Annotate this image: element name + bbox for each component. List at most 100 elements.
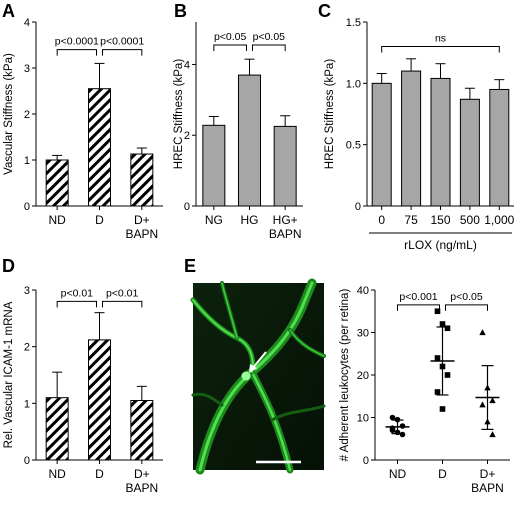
data-point-e — [399, 431, 406, 438]
category-label-c: 75 — [404, 213, 418, 227]
bar-a — [88, 88, 111, 207]
x-axis-label-c: rLOX (ng/mL) — [404, 238, 477, 252]
arrow-head — [249, 364, 257, 373]
data-point-e — [434, 308, 441, 315]
retina-micrograph — [190, 278, 326, 475]
y-tick-label-b: 4 — [184, 59, 190, 71]
data-point-e — [479, 401, 486, 408]
category-label-a: ND — [48, 213, 66, 227]
significance-label-b: p<0.05 — [214, 31, 247, 43]
y-axis-label-e: # Adherent leukocytes (per retina) — [339, 289, 351, 462]
category-label-e: D — [438, 467, 447, 481]
y-tick-label-a: 1 — [24, 155, 30, 167]
data-point-e — [489, 397, 496, 404]
y-axis-label-d: Rel. Vascular ICAM-1 mRNA — [3, 301, 15, 448]
category-label-e: ND — [389, 467, 407, 481]
significance-label-d: p<0.01 — [61, 287, 94, 299]
panel-letter-a: A — [2, 1, 15, 21]
data-point-e — [389, 427, 396, 434]
data-point-e — [479, 329, 486, 336]
y-tick-label-d: 1 — [24, 398, 30, 410]
category-label-b: HG+ BAPN — [269, 213, 302, 241]
y-tick-label-d: 0 — [24, 455, 30, 467]
significance-bracket-e — [397, 304, 440, 311]
y-tick-label-a: 2 — [24, 109, 30, 121]
y-tick-label-e: 30 — [357, 328, 369, 340]
category-label-e: D+ BAPN — [471, 467, 504, 495]
y-axis-label-a: Vascular Stiffness (kPa) — [3, 53, 15, 175]
significance-bracket-a — [102, 49, 143, 56]
chart-panel-d: 0 1 2 3 Rel. Vascular ICAM-1 mRNA ND D D+ BAPN p<… — [3, 285, 163, 495]
category-label-c: 0 — [378, 213, 385, 227]
y-tick-label-a: 4 — [24, 17, 30, 29]
category-label-c: 500 — [460, 213, 480, 227]
significance-bracket-c — [381, 46, 500, 53]
bar-b — [273, 125, 297, 207]
y-tick-label-c: 1.0 — [346, 78, 361, 90]
y-tick-label-c: 0 — [355, 201, 361, 213]
bar-b — [202, 124, 226, 207]
category-label-d: ND — [48, 467, 66, 481]
significance-bracket-d — [56, 300, 97, 308]
y-tick-label-b: 0 — [184, 201, 190, 213]
bar-b — [238, 74, 261, 207]
y-tick-label-e: 10 — [357, 413, 369, 425]
y-tick-label-e: 40 — [357, 285, 369, 297]
y-tick-label-a: 0 — [24, 201, 30, 213]
data-point-e — [439, 406, 446, 412]
bar-c — [459, 98, 480, 207]
category-label-b: HG — [241, 213, 259, 227]
y-tick-label-d: 2 — [24, 342, 30, 354]
y-tick-label-c: 1.5 — [346, 17, 361, 29]
significance-label-c: ns — [435, 33, 446, 45]
data-point-e — [434, 389, 441, 395]
significance-bracket-b — [252, 44, 286, 51]
significance-label-a: p<0.0001 — [100, 36, 144, 48]
significance-bracket-d — [102, 300, 143, 308]
category-label-c: 1,000 — [484, 213, 514, 227]
data-point-e — [439, 321, 446, 327]
panel-letter-e: E — [184, 256, 196, 276]
chart-panel-e: 0 10 20 30 40 # Adherent leukocytes (per reti… — [339, 285, 510, 495]
leukocyte-dot — [241, 371, 251, 381]
category-label-d: D — [95, 467, 104, 481]
bar-d — [130, 400, 154, 461]
data-point-e — [389, 414, 396, 421]
significance-label-e: p<0.05 — [450, 291, 483, 303]
y-tick-label-d: 3 — [24, 285, 30, 297]
significance-label-d: p<0.01 — [106, 287, 139, 299]
y-axis-label-b: HREC Stiffness (kPa) — [173, 59, 185, 170]
data-point-e — [399, 423, 406, 429]
y-tick-label-a: 3 — [24, 63, 30, 75]
panel-letter-b: B — [174, 1, 187, 21]
arrow-line — [251, 351, 267, 370]
bar-c — [371, 82, 392, 207]
panel-letter-c: C — [318, 1, 331, 21]
significance-bracket-e — [445, 304, 488, 311]
bar-c — [430, 77, 451, 207]
category-label-d: D+ BAPN — [125, 467, 158, 495]
panel-letter-d: D — [2, 256, 15, 276]
bar-c — [401, 70, 422, 207]
significance-bracket-b — [213, 44, 247, 51]
significance-bracket-a — [56, 49, 97, 56]
bar-c — [489, 88, 510, 207]
data-point-e — [444, 372, 451, 378]
category-label-a: D — [95, 213, 104, 227]
bar-d — [88, 339, 111, 461]
y-axis-label-c: HREC Stiffness (kPa) — [324, 59, 336, 170]
chart-panel-a: 0 1 2 3 4 Vascular Stiffness (kPa) ND D D+ BAPN p<… — [3, 17, 163, 241]
y-tick-label-b: 2 — [184, 130, 190, 142]
category-label-c: 150 — [430, 213, 450, 227]
bar-a — [45, 159, 69, 207]
data-point-e — [444, 325, 451, 332]
y-tick-label-c: 0.5 — [346, 140, 361, 152]
significance-label-a: p<0.0001 — [55, 36, 99, 48]
bar-a — [130, 153, 154, 207]
data-point-e — [434, 355, 441, 361]
category-label-b: NG — [205, 213, 223, 227]
y-tick-label-e: 0 — [363, 455, 369, 467]
bar-d — [45, 397, 69, 461]
